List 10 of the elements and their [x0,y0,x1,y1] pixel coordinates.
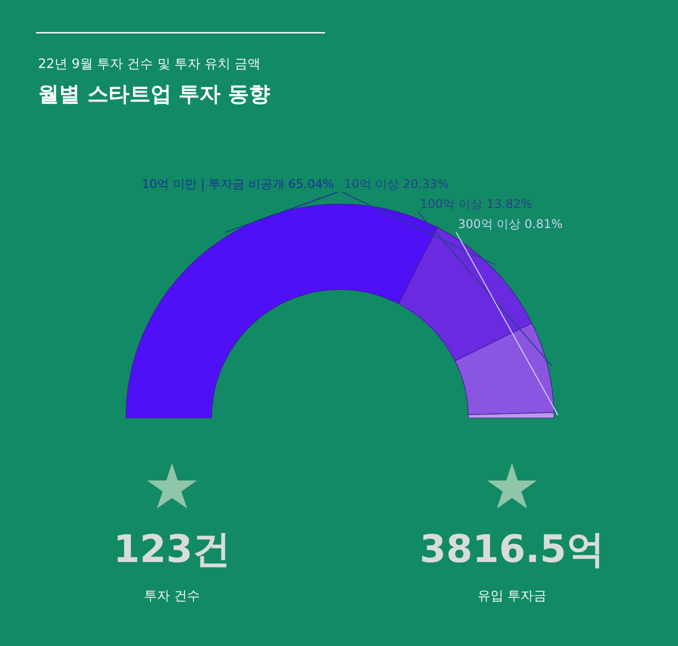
slice-label: 10억 이상 20.33% [344,177,449,191]
text: 유입 투자금 [477,589,547,604]
slice-label: 300억 이상 0.81% [458,217,563,231]
slice-label: 10억 미만 | 투자금 비공개 65.04% [142,177,334,191]
text: 투자 건수 [144,589,200,604]
chart-subtitle: 22년 9월 투자 건수 및 투자 유치 금액 [38,57,261,72]
slice-label: 100억 이상 13.82% [420,197,532,211]
chart-title: 월별 스타트업 투자 동향 [38,82,270,106]
text: 3816.5억 [420,527,604,571]
text: 123건 [113,527,231,571]
